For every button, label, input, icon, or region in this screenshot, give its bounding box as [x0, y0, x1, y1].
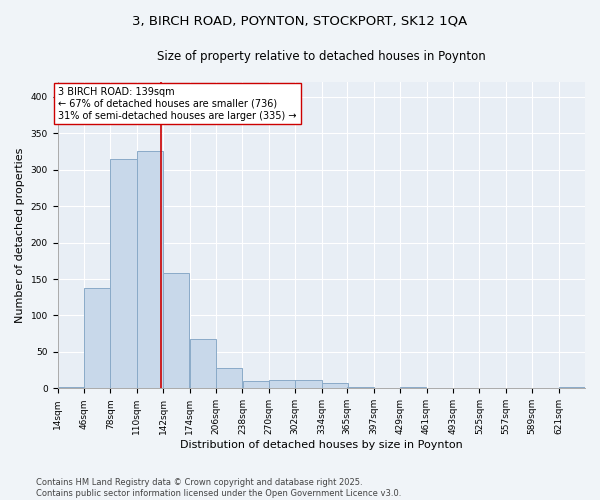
Text: 3, BIRCH ROAD, POYNTON, STOCKPORT, SK12 1QA: 3, BIRCH ROAD, POYNTON, STOCKPORT, SK12 … — [133, 15, 467, 28]
Text: Contains HM Land Registry data © Crown copyright and database right 2025.
Contai: Contains HM Land Registry data © Crown c… — [36, 478, 401, 498]
Bar — [242, 381, 269, 388]
Bar — [190, 339, 216, 388]
Text: 3 BIRCH ROAD: 139sqm
← 67% of detached houses are smaller (736)
31% of semi-deta: 3 BIRCH ROAD: 139sqm ← 67% of detached h… — [58, 88, 297, 120]
Bar — [110, 159, 137, 388]
Title: Size of property relative to detached houses in Poynton: Size of property relative to detached ho… — [157, 50, 485, 63]
Bar — [347, 387, 374, 388]
Bar — [559, 387, 585, 388]
Bar — [137, 152, 163, 388]
Bar — [322, 382, 348, 388]
Bar — [84, 288, 110, 388]
Bar — [163, 273, 190, 388]
Bar — [295, 380, 322, 388]
Y-axis label: Number of detached properties: Number of detached properties — [15, 148, 25, 323]
Bar — [269, 380, 295, 388]
Bar — [216, 368, 242, 388]
Bar — [400, 387, 427, 388]
Bar — [58, 387, 84, 388]
X-axis label: Distribution of detached houses by size in Poynton: Distribution of detached houses by size … — [180, 440, 463, 450]
